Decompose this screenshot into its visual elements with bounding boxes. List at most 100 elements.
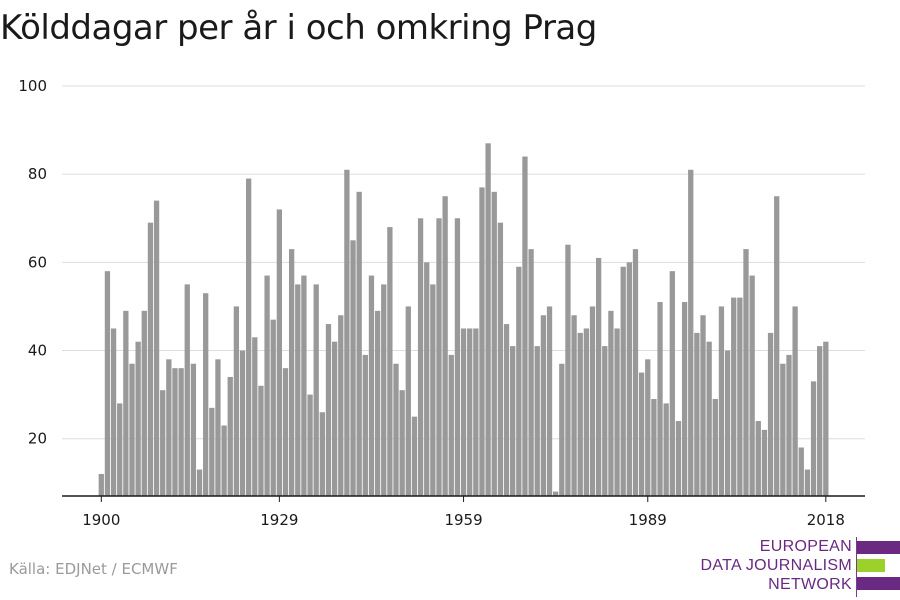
bar-1980: [589, 306, 596, 496]
bar-1918: [209, 407, 215, 496]
bar-1959: [460, 328, 467, 496]
bar-1958: [454, 218, 461, 496]
bar-1991: [657, 302, 663, 496]
bar-2016: [810, 381, 817, 496]
bar-1909: [153, 200, 160, 496]
bar-1939: [338, 315, 344, 496]
bar-1953: [424, 262, 430, 496]
bar-1940: [344, 169, 350, 496]
edjnet-logo: EUROPEAN DATA JOURNALISM NETWORK: [700, 537, 900, 597]
bar-1932: [295, 284, 301, 496]
bar-chart: 20 40 60 80 100 1900 1929 1959 1989 2018: [18, 77, 865, 529]
bar-1998: [700, 315, 706, 496]
logo-line-1: EUROPEAN: [759, 538, 852, 555]
bar-1900: [98, 473, 104, 496]
bar-1956: [442, 196, 448, 496]
bar-1985: [620, 266, 626, 496]
bar-2009: [767, 332, 774, 496]
bar-1920: [221, 425, 227, 496]
bar-1903: [117, 403, 123, 496]
bar-2015: [804, 469, 811, 496]
bar-1921: [227, 376, 233, 496]
bar-1977: [571, 315, 577, 496]
bar-1913: [178, 368, 184, 496]
bar-2011: [780, 363, 786, 496]
bar-1968: [516, 266, 522, 496]
bar-1905: [129, 363, 135, 496]
bar-1915: [190, 363, 197, 496]
bar-1933: [301, 275, 307, 496]
bar-1902: [110, 328, 117, 496]
bar-1975: [559, 363, 565, 496]
bar-1974: [553, 491, 559, 496]
bar-1965: [497, 222, 504, 497]
bar-1936: [319, 412, 325, 496]
bar-1952: [417, 218, 424, 496]
bar-1950: [405, 306, 411, 496]
bar-1983: [608, 310, 614, 496]
bar-1904: [123, 310, 129, 496]
bar-1961: [473, 328, 479, 496]
bar-1934: [307, 394, 313, 496]
bar-1995: [681, 302, 688, 496]
bar-1929: [276, 209, 283, 496]
bar-2004: [737, 297, 743, 496]
source-note: Källa: EDJNet / ECMWF: [9, 560, 178, 578]
bar-1957: [448, 354, 454, 496]
bar-1907: [141, 310, 147, 496]
bar-1989: [645, 359, 651, 496]
bar-1928: [270, 319, 276, 496]
bar-1996: [688, 169, 694, 496]
y-tick-label: 60: [28, 253, 47, 271]
logo-bar-green: [857, 559, 885, 572]
bar-1987: [632, 249, 639, 496]
bar-1981: [595, 257, 602, 496]
bar-2008: [761, 429, 768, 496]
bar-2002: [724, 350, 731, 496]
bar-2006: [749, 275, 755, 496]
bar-1973: [546, 306, 553, 496]
bar-1911: [166, 359, 172, 496]
bar-1927: [264, 275, 270, 496]
bar-1916: [196, 469, 203, 496]
bar-1917: [203, 293, 209, 496]
bar-2018: [823, 341, 829, 496]
logo-bar-purple-bottom: [857, 577, 900, 590]
bar-1944: [368, 275, 375, 496]
bar-1912: [172, 368, 178, 496]
bar-1967: [510, 346, 516, 496]
bar-1937: [325, 324, 332, 496]
y-tick-label: 100: [18, 77, 47, 95]
y-tick-label: 40: [28, 342, 47, 360]
bar-2014: [798, 447, 804, 496]
chart-title: Kölddagar per år i och omkring Prag: [0, 8, 597, 48]
logo-divider: [856, 537, 857, 597]
bar-2003: [731, 297, 737, 496]
y-tick-label: 80: [28, 165, 47, 183]
bar-1914: [184, 284, 190, 496]
x-tick-label: 1929: [260, 511, 298, 529]
bar-1999: [706, 341, 712, 496]
x-axis-ticks: 1900 1929 1959 1989 2018: [82, 496, 845, 529]
bar-1946: [381, 284, 387, 496]
bar-1966: [503, 324, 510, 496]
logo-line-3: NETWORK: [768, 576, 852, 593]
bars: [98, 143, 829, 497]
bar-1986: [626, 262, 632, 496]
bar-1949: [399, 390, 405, 496]
bar-2000: [712, 399, 718, 496]
bar-1947: [387, 227, 393, 496]
bar-1954: [430, 284, 436, 496]
bar-1969: [522, 156, 528, 497]
bar-1923: [239, 350, 246, 496]
x-tick-label: 1900: [82, 511, 120, 529]
bar-1976: [565, 244, 571, 496]
bar-2005: [743, 249, 749, 496]
bar-1906: [135, 341, 141, 496]
bar-1919: [215, 359, 221, 496]
bar-1908: [147, 222, 154, 497]
bar-1970: [528, 249, 534, 496]
bar-1922: [233, 306, 240, 496]
bar-1978: [577, 332, 583, 496]
bar-2010: [774, 196, 780, 496]
